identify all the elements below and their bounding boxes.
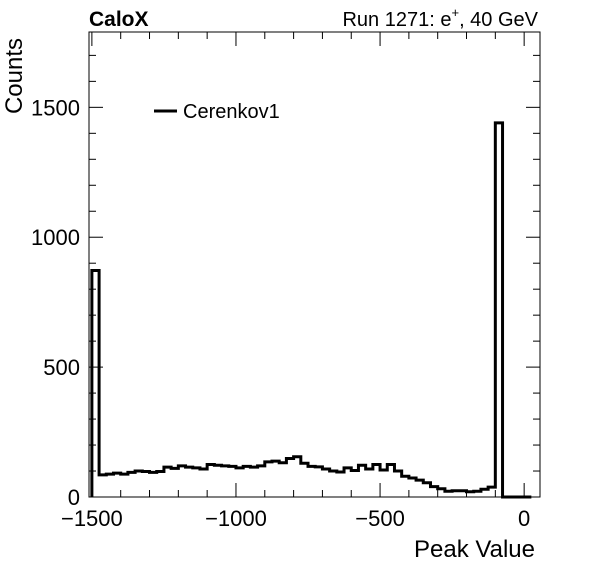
y-axis-title: Counts [1,38,28,114]
histogram-series [90,121,532,499]
x-axis-title: Peak Value [414,536,535,563]
y-tick-label: 1000 [31,225,80,250]
y-tick-label: 1500 [31,95,80,120]
x-tick-label: −500 [355,506,405,531]
plot-frame [88,31,541,498]
x-tick-label: 0 [518,506,530,531]
header-left-label: CaloX [89,8,149,31]
legend: Cerenkov1 [154,101,280,123]
series-cerenkov1-line [90,121,532,499]
axes [88,31,541,498]
ticks [89,32,540,498]
tick-labels: −1500 −1000 −500 0 0 500 1000 1500 [31,95,530,531]
header-energy-text: , 40 GeV [459,9,539,31]
header-superscript: + [451,5,459,20]
legend-label-cerenkov1: Cerenkov1 [183,101,280,123]
header-right-label: Run 1271: e+, 40 GeV [342,5,538,31]
y-tick-label: 0 [68,485,80,510]
header-run-text: Run 1271: e [342,9,451,31]
y-tick-label: 500 [43,355,80,380]
x-tick-label: −1500 [61,506,123,531]
x-tick-label: −1000 [205,506,267,531]
